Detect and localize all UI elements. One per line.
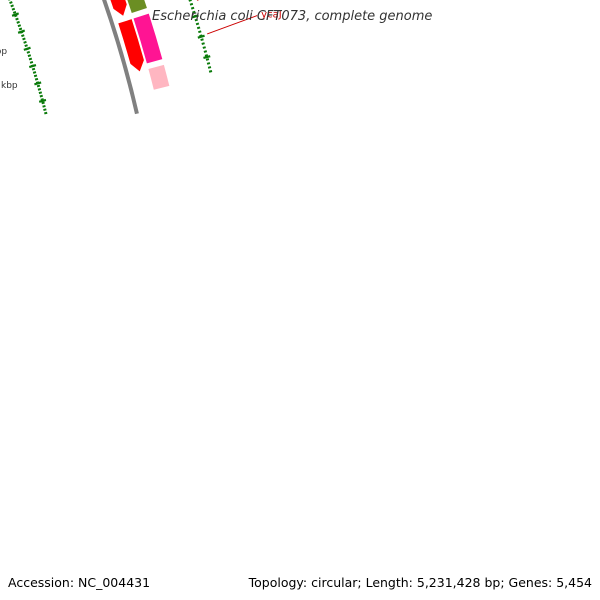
outer-minor-tick-126	[194, 18, 199, 22]
inner-minor-tick-128	[33, 74, 38, 78]
inner-minor-tick-117	[22, 37, 26, 41]
inner-major-tick-26	[38, 98, 47, 103]
inner-minor-tick-139	[44, 111, 48, 115]
inner-minor-tick-136	[41, 101, 45, 105]
kbp-label: 992 kbp	[0, 47, 7, 57]
inner-minor-tick-119	[24, 44, 28, 48]
inner-major-tick-21	[11, 12, 20, 17]
outer-minor-tick-128	[196, 26, 201, 30]
inner-major-tick-22	[17, 29, 26, 34]
outer-major-tick-25	[197, 34, 205, 39]
inner-minor-tick-114	[18, 27, 23, 31]
inner-minor-tick-122	[27, 54, 32, 58]
label-layer: 982 kbp983 kbp984 kbp985 kbp986 kbp987 k…	[0, 0, 282, 91]
inner-minor-tick-118	[23, 40, 27, 44]
outer-minor-tick-124	[192, 10, 196, 14]
inner-major-tick-23	[23, 46, 31, 51]
inner-minor-tick-129	[34, 77, 39, 81]
outer-minor-tick-129	[198, 30, 202, 34]
inner-minor-tick-124	[29, 60, 34, 64]
inner-minor-tick-107	[10, 4, 14, 8]
backbone-line	[101, 0, 139, 115]
accession-text: Accession: NC_004431	[8, 575, 151, 590]
outer-major-tick-24	[191, 14, 199, 19]
outer-minor-tick-133	[202, 46, 206, 49]
inner-minor-tick-106	[9, 1, 13, 5]
feature-extra-pink	[148, 64, 170, 90]
tick-layer	[8, 0, 213, 115]
feature-lolA-green	[127, 0, 147, 13]
backbone-layer	[101, 0, 139, 115]
outer-minor-tick-123	[190, 6, 195, 10]
outer-minor-tick-127	[195, 22, 200, 26]
outer-minor-tick-132	[201, 42, 205, 45]
feature-ycaJ-arrow	[118, 19, 144, 72]
inner-minor-tick-131	[36, 84, 41, 88]
inner-major-tick-24	[28, 63, 37, 69]
inner-minor-tick-123	[28, 57, 33, 61]
inner-minor-tick-110	[14, 14, 18, 18]
inner-minor-tick-127	[32, 71, 37, 74]
map-title: Escherichia coli CFT073, complete genome	[152, 9, 433, 24]
outer-minor-tick-135	[204, 54, 209, 57]
outer-minor-tick-121	[188, 0, 192, 2]
kbp-label: 993 kbp	[0, 81, 18, 91]
inner-minor-tick-133	[38, 91, 43, 95]
inner-minor-tick-138	[43, 108, 47, 112]
outer-minor-tick-137	[206, 62, 211, 65]
inner-minor-tick-111	[15, 17, 19, 21]
gene-label-ycaJ: ycaJ	[261, 10, 282, 21]
leader-line-ycaJ	[207, 15, 258, 35]
inner-minor-tick-137	[42, 104, 46, 108]
outer-minor-tick-138	[207, 66, 212, 69]
inner-minor-tick-108	[11, 7, 16, 11]
inner-major-tick-25	[34, 81, 42, 86]
inner-minor-tick-116	[21, 34, 25, 38]
inner-minor-tick-113	[17, 24, 22, 28]
feature-layer	[110, 0, 170, 90]
inner-minor-tick-135	[40, 98, 44, 101]
outer-minor-tick-139	[208, 70, 213, 73]
feature-lolA-arrow	[110, 0, 127, 16]
inner-minor-tick-132	[37, 87, 42, 91]
feature-ycaJ-pink	[133, 13, 163, 64]
outer-minor-tick-134	[203, 50, 208, 53]
inner-minor-tick-121	[26, 50, 31, 54]
outer-major-tick-26	[203, 55, 211, 60]
outer-minor-tick-131	[200, 38, 204, 42]
inner-minor-tick-126	[31, 67, 36, 71]
inner-minor-tick-134	[39, 94, 43, 98]
inner-minor-tick-112	[16, 20, 20, 24]
inner-minor-tick-109	[12, 11, 17, 14]
outer-minor-tick-136	[205, 58, 210, 61]
topology-text: Topology: circular; Length: 5,231,428 bp…	[248, 575, 592, 590]
outer-minor-tick-122	[189, 2, 194, 6]
